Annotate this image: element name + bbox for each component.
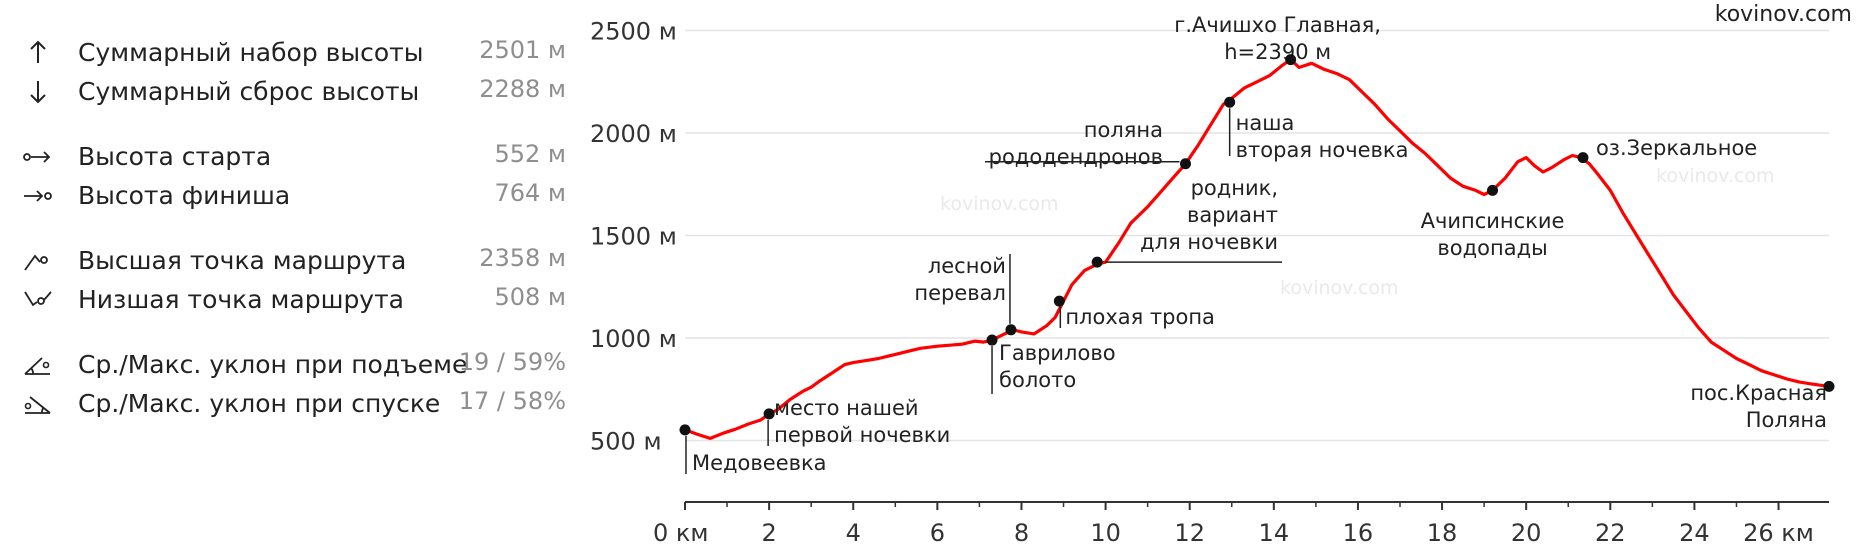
stat-value: 764 м bbox=[494, 179, 566, 207]
x-tick-label: 10 bbox=[1090, 519, 1121, 547]
marker-label: для ночевки bbox=[1140, 230, 1278, 254]
x-tick-label: 4 bbox=[846, 519, 861, 547]
x-tick-label: 2 bbox=[761, 519, 776, 547]
marker-label: г.Ачишхо Главная, bbox=[1174, 13, 1381, 37]
stat-value: 2288 м bbox=[479, 75, 566, 103]
marker-label: поляна bbox=[1084, 118, 1163, 142]
downhill-slope-icon bbox=[22, 387, 54, 419]
marker-label: родник, bbox=[1191, 176, 1278, 200]
stat-label: Высшая точка маршрута bbox=[78, 246, 407, 275]
marker-point bbox=[679, 424, 691, 436]
uphill-slope-icon bbox=[22, 348, 54, 380]
x-tick-label: 26 км bbox=[1743, 519, 1814, 547]
marker-label: h=2390 м bbox=[1224, 40, 1331, 64]
stat-label: Ср./Макс. уклон при спуске bbox=[78, 389, 441, 418]
marker-label: плохая тропа bbox=[1065, 305, 1215, 329]
stat-highest-point: Высшая точка маршрута 2358 м bbox=[0, 240, 580, 280]
x-tick-label: 0 км bbox=[653, 519, 709, 547]
marker-point bbox=[1180, 158, 1191, 170]
stat-total-descent: Суммарный сброс высоты 2288 м bbox=[0, 71, 580, 111]
stat-label: Низшая точка маршрута bbox=[78, 285, 404, 314]
stat-label: Высота финиша bbox=[78, 181, 291, 210]
stat-value: 2358 м bbox=[479, 244, 566, 272]
stat-label: Высота старта bbox=[78, 142, 272, 171]
marker-label: болото bbox=[999, 368, 1076, 392]
marker-label: водопады bbox=[1437, 236, 1547, 260]
marker-point bbox=[986, 334, 998, 346]
stat-value: 552 м bbox=[494, 140, 566, 168]
finish-point-icon bbox=[22, 179, 54, 211]
y-tick-label: 2000 м bbox=[590, 120, 677, 148]
marker-label: Медовеевка bbox=[692, 451, 827, 475]
stat-finish-elevation: Высота финиша 764 м bbox=[0, 175, 580, 215]
arrow-down-icon bbox=[22, 75, 54, 107]
peak-icon bbox=[22, 244, 54, 276]
marker-label: Поляна bbox=[1746, 408, 1827, 432]
x-tick-label: 14 bbox=[1259, 519, 1290, 547]
stat-uphill-slope: Ср./Макс. уклон при подъеме 19 / 59% bbox=[0, 344, 580, 384]
marker-label: лесной bbox=[928, 254, 1006, 278]
marker-label: перевал bbox=[914, 281, 1006, 305]
x-tick-label: 8 bbox=[1014, 519, 1029, 547]
faint-watermark: kovinov.com bbox=[1656, 165, 1775, 187]
stat-total-ascent: Суммарный набор высоты 2501 м bbox=[0, 32, 580, 72]
marker-point bbox=[1823, 380, 1835, 392]
marker-label: Ачипсинские bbox=[1421, 209, 1565, 233]
marker-label: пос.Красная bbox=[1690, 381, 1827, 405]
marker-label: Гаврилово bbox=[999, 341, 1116, 365]
marker-point bbox=[1487, 184, 1499, 196]
marker-label: наша bbox=[1236, 111, 1295, 135]
stat-lowest-point: Низшая точка маршрута 508 м bbox=[0, 279, 580, 319]
x-tick-label: 24 bbox=[1679, 519, 1710, 547]
x-tick-label: 12 bbox=[1174, 519, 1205, 547]
marker-point bbox=[1091, 256, 1103, 268]
stat-label: Суммарный сброс высоты bbox=[78, 77, 420, 106]
y-tick-label: 1500 м bbox=[590, 223, 677, 251]
stat-downhill-slope: Ср./Макс. уклон при спуске 17 / 58% bbox=[0, 383, 580, 423]
stat-value: 2501 м bbox=[479, 36, 566, 64]
stat-label: Ср./Макс. уклон при подъеме bbox=[78, 350, 468, 379]
x-tick-label: 22 bbox=[1595, 519, 1626, 547]
stat-value: 508 м bbox=[494, 283, 566, 311]
stat-value: 17 / 58% bbox=[458, 387, 566, 415]
marker-label: первой ночевки bbox=[774, 423, 950, 447]
y-tick-label: 2500 м bbox=[590, 18, 677, 46]
route-stats-panel: Суммарный набор высоты 2501 м Суммарный … bbox=[0, 0, 580, 548]
x-tick-label: 18 bbox=[1427, 519, 1458, 547]
marker-label: рододендронов bbox=[989, 145, 1163, 169]
marker-point bbox=[1224, 96, 1236, 108]
arrow-up-icon bbox=[22, 36, 54, 68]
site-watermark: kovinov.com bbox=[1714, 2, 1852, 27]
x-tick-label: 16 bbox=[1343, 519, 1374, 547]
x-tick-label: 20 bbox=[1511, 519, 1542, 547]
stat-value: 19 / 59% bbox=[458, 348, 566, 376]
stat-label: Суммарный набор высоты bbox=[78, 38, 424, 67]
marker-point bbox=[1285, 54, 1297, 66]
marker-label: оз.Зеркальное bbox=[1596, 136, 1757, 160]
stat-start-elevation: Высота старта 552 м bbox=[0, 136, 580, 176]
faint-watermark: kovinov.com bbox=[1280, 277, 1399, 299]
marker-point bbox=[1005, 324, 1017, 336]
marker-point bbox=[1577, 152, 1589, 164]
marker-label: место нашей bbox=[774, 396, 918, 420]
start-point-icon bbox=[22, 140, 54, 172]
marker-label: вторая ночевка bbox=[1236, 138, 1409, 162]
x-tick-label: 6 bbox=[930, 519, 945, 547]
faint-watermark: kovinov.com bbox=[940, 193, 1059, 215]
y-tick-label: 1000 м bbox=[590, 325, 677, 353]
y-tick-label: 500 м bbox=[590, 428, 662, 456]
marker-point bbox=[1053, 295, 1065, 307]
marker-point bbox=[763, 408, 775, 420]
elevation-line bbox=[683, 57, 1831, 440]
marker-label: вариант bbox=[1187, 203, 1278, 227]
valley-icon bbox=[22, 283, 54, 315]
